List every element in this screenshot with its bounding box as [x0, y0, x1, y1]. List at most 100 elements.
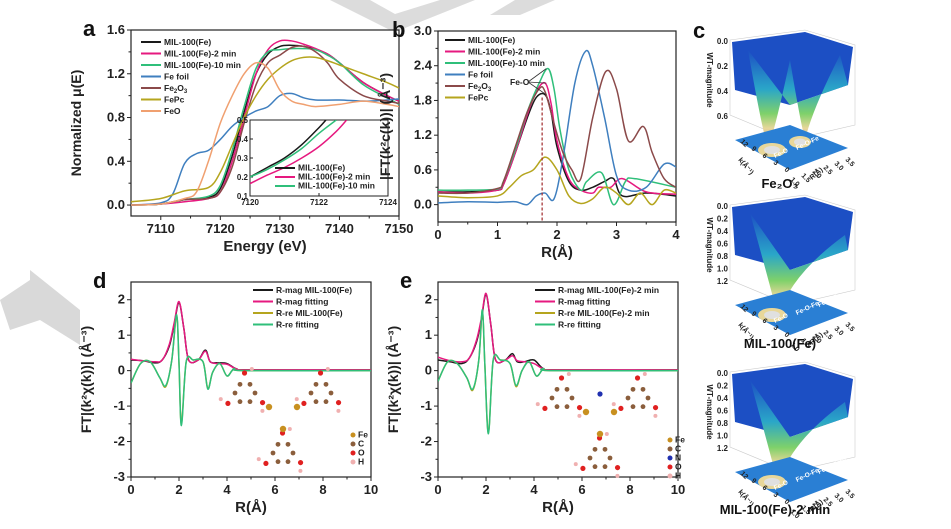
x-tick-label: 4 — [672, 227, 680, 242]
wt-k-tick-label: 12 — [739, 138, 750, 149]
atom — [279, 425, 287, 433]
wt-contour-floor — [735, 125, 848, 170]
atom — [630, 386, 636, 392]
plot-frame — [130, 29, 400, 217]
legend-label: Fe2O3 — [468, 81, 492, 93]
wt-k-tick-label: 3 — [772, 491, 780, 499]
wt-title-mil100-2min: MIL-100(Fe)-2 min — [719, 502, 831, 517]
x-axis-label: R(Å) — [235, 499, 267, 516]
atom — [596, 430, 604, 438]
legend-label: Fe2O3 — [164, 83, 188, 95]
legend-label: FePc — [468, 93, 489, 103]
x-tick-label: 2 — [553, 227, 560, 242]
y-axis-label: |FT(k²c(k))| (Å⁻³) — [377, 73, 393, 180]
watermark-shape-left — [0, 270, 80, 345]
annotation-pointer — [527, 81, 547, 84]
x-tick-label: 4 — [223, 482, 231, 497]
legend-label: MIL-100(Fe)-2 min — [468, 47, 540, 57]
y-tick-label: -1 — [113, 398, 125, 413]
annotation-pointer — [527, 68, 547, 83]
series-group — [438, 292, 678, 435]
wt-z-axis-label: WT-magnitude — [705, 384, 714, 440]
atom — [542, 405, 548, 412]
x-tick-label: 10 — [671, 482, 685, 497]
y-tick-label: 1.6 — [107, 22, 125, 37]
legend-label: R-mag fitting — [276, 297, 328, 307]
legend-label: R-mag MIL-100(Fe)-2 min — [558, 285, 659, 295]
x-tick-label: 8 — [626, 482, 633, 497]
atom — [569, 395, 575, 401]
wt-k-axis-label: k(Å⁻¹) — [736, 156, 756, 177]
x-axis-label: R(Å) — [542, 499, 574, 516]
atom — [287, 426, 292, 431]
wt-z-tick-label: 1.0 — [717, 432, 729, 441]
atom — [325, 366, 330, 371]
wt-k-tick-label: 3 — [772, 159, 780, 167]
series-group — [131, 300, 371, 427]
wt-contour-peak — [764, 146, 780, 154]
atom — [554, 404, 560, 410]
atom — [604, 431, 609, 436]
atom — [564, 386, 570, 392]
atom — [615, 473, 620, 478]
structure-legend-label: Fe — [675, 435, 685, 445]
atom — [241, 370, 248, 376]
legend-label: Fe foil — [468, 70, 493, 80]
structure-legend-dot — [667, 455, 673, 461]
wt-title-fe2o3: Fe₂O₃ — [761, 176, 799, 191]
atom — [232, 390, 238, 396]
atom — [652, 404, 659, 411]
atom — [602, 464, 608, 470]
atom — [602, 446, 608, 452]
x-tick-label: 4 — [530, 482, 538, 497]
y-tick-label: 0 — [118, 363, 125, 378]
atom — [576, 404, 583, 411]
wt-r-tick-label: 2.0 — [811, 168, 823, 180]
wt-surface-peak — [750, 213, 848, 317]
structure-legend-dot — [667, 437, 673, 443]
series-line — [131, 300, 371, 371]
atom — [592, 464, 598, 470]
legend-label: R-mag MIL-100(Fe) — [276, 285, 352, 295]
atom — [573, 462, 578, 467]
series-line — [131, 92, 399, 206]
atom — [263, 460, 269, 467]
wt-z-tick-label: 0.4 — [717, 394, 729, 403]
atom — [323, 381, 329, 387]
wt-z-tick-label: 0.6 — [717, 112, 729, 121]
y-axis-label: Normalized μ(E) — [68, 70, 84, 177]
atom — [298, 468, 303, 473]
atom — [275, 459, 281, 465]
x-tick-label: 10 — [364, 482, 378, 497]
panel-e: 0 2 4 6 8 10 -3 -2 -1 0 1 2 R(Å) FT|(k²χ(k))| (Å⁻³) e R… — [385, 268, 685, 516]
structure-legend-dot — [667, 473, 673, 479]
wt-r-tick-label: 1.5 — [800, 172, 812, 184]
wt-z-tick-label: 0.4 — [717, 227, 729, 236]
atom — [630, 404, 636, 410]
watermark-shape-top — [330, 0, 475, 30]
y-tick-label: 1.2 — [107, 66, 125, 81]
atom — [317, 370, 324, 376]
atom — [642, 371, 647, 376]
wt-k-tick-label: 6 — [761, 317, 769, 325]
wt-k-tick-label: 9 — [750, 145, 758, 153]
wt-r-tick-label: 2.5 — [822, 496, 834, 508]
panel-letter: b — [392, 17, 405, 42]
atom — [297, 459, 304, 466]
legend-label: R-re fitting — [558, 320, 601, 330]
wt-z-axis-label: WT-magnitude — [705, 52, 714, 108]
structure-legend-label: O — [675, 462, 682, 472]
wt-r-tick-label: 1.0 — [789, 508, 801, 520]
legend: MIL-100(Fe) MIL-100(Fe)-2 minMIL-100(Fe)-… — [141, 37, 241, 116]
atom — [260, 408, 265, 413]
wt-z-tick-label: 1.2 — [717, 277, 729, 286]
x-tick-label: 7140 — [325, 221, 354, 236]
wt-k-tick-label: 3 — [772, 324, 780, 332]
atom — [328, 390, 334, 396]
atom — [313, 399, 319, 405]
wt-z-tick-label: 0.0 — [717, 202, 729, 211]
wt-z-tick-label: 0.4 — [717, 87, 729, 96]
